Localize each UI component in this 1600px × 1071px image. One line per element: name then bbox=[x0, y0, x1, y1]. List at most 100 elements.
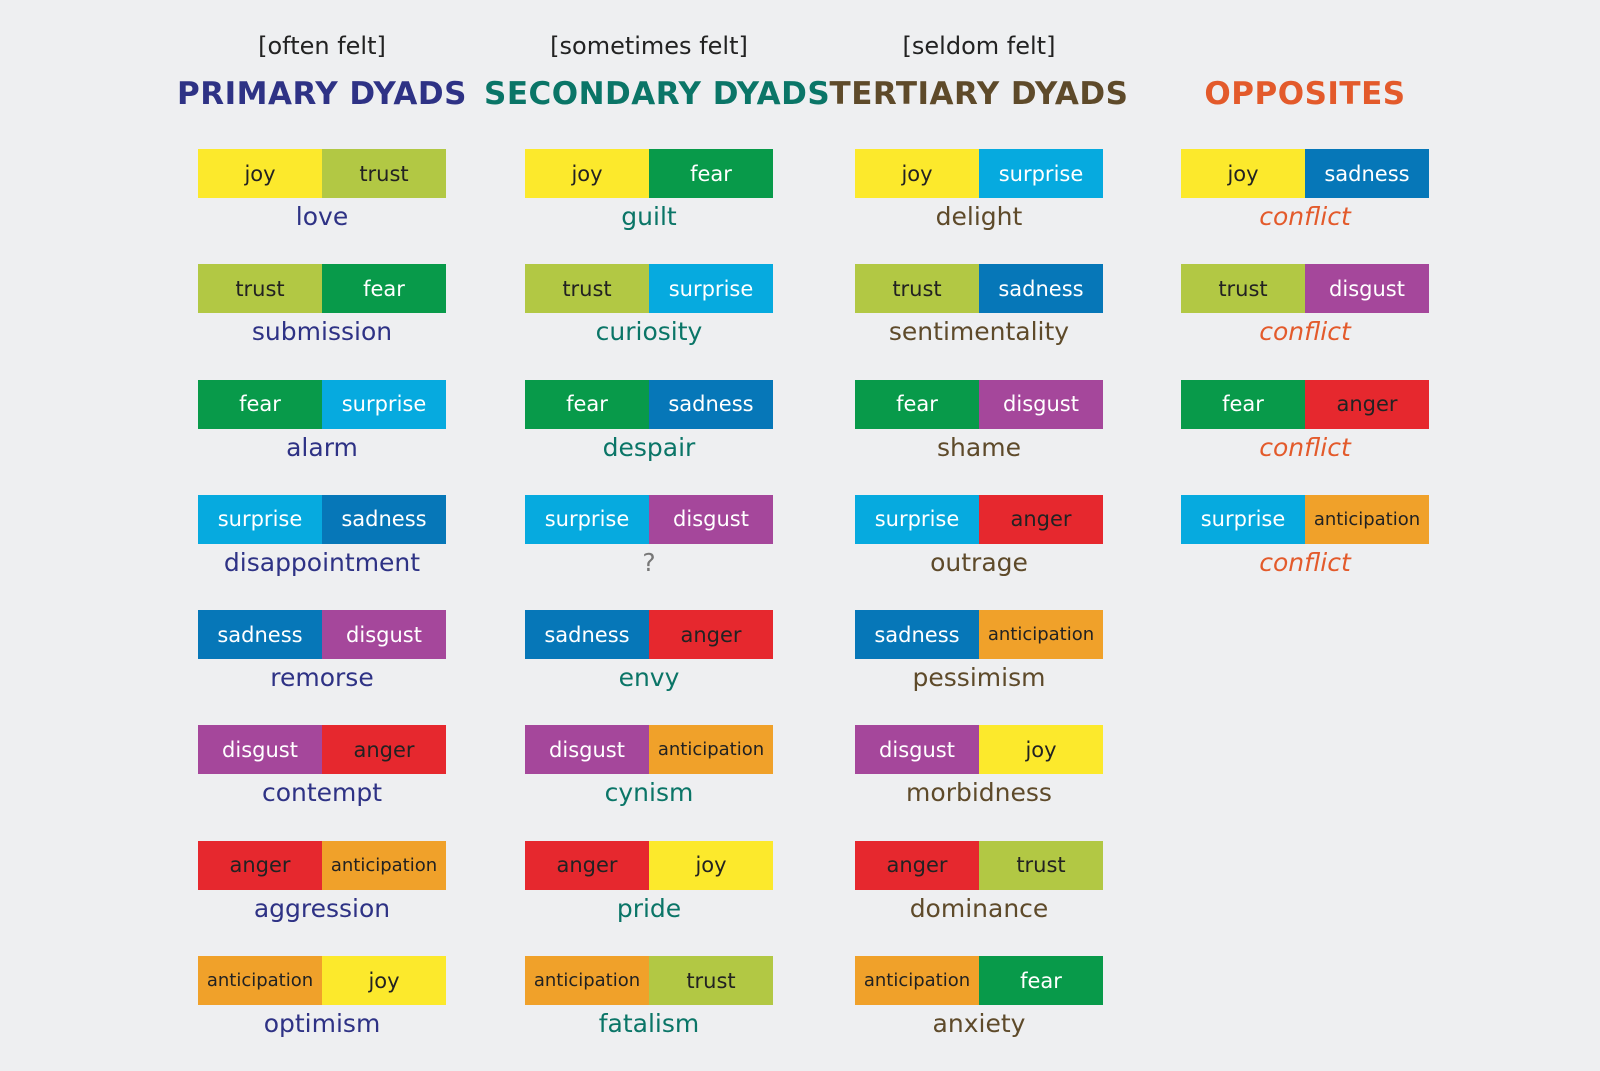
dyad-list: joy fear guilt trust surprise curiosity fear sa… bbox=[484, 149, 814, 1071]
column-title: SECONDARY DYADS bbox=[484, 76, 831, 112]
emotion-joy: joy bbox=[198, 149, 322, 198]
emotion-surprise: surprise bbox=[322, 379, 446, 429]
emotion-joy: joy bbox=[649, 840, 773, 890]
dyad-result: envy bbox=[618, 663, 680, 693]
emotion-surprise: surprise bbox=[855, 494, 979, 544]
frequency-label: [often felt] bbox=[258, 32, 386, 60]
dyad-result: pessimism bbox=[912, 663, 1046, 693]
dyad-list: joy surprise delight trust sadness sentimenta… bbox=[814, 149, 1144, 1071]
emotion-surprise: surprise bbox=[525, 494, 649, 544]
emotion-anticipation: anticipation bbox=[855, 956, 979, 1006]
emotion-pair: disgust anticipation bbox=[525, 725, 773, 775]
emotion-surprise: surprise bbox=[198, 494, 322, 544]
emotion-trust: trust bbox=[322, 149, 446, 198]
dyad-result: conflict bbox=[1259, 317, 1351, 347]
emotion-joy: joy bbox=[855, 149, 979, 198]
emotion-pair: sadness disgust bbox=[198, 610, 446, 660]
emotion-pair: joy sadness bbox=[1181, 149, 1429, 198]
emotion-fear: fear bbox=[322, 264, 446, 314]
emotion-anger: anger bbox=[979, 494, 1103, 544]
emotion-pair: sadness anger bbox=[525, 610, 773, 660]
dyad-item: anticipation joy optimism bbox=[157, 956, 487, 1071]
emotion-disgust: disgust bbox=[322, 610, 446, 660]
emotion-pair: trust fear bbox=[198, 264, 446, 314]
dyad-result: submission bbox=[251, 317, 393, 347]
emotion-trust: trust bbox=[1181, 264, 1305, 314]
emotion-joy: joy bbox=[1181, 149, 1305, 198]
dyad-item: anticipation trust fatalism bbox=[484, 956, 814, 1071]
dyad-item: anger anticipation aggression bbox=[157, 840, 487, 956]
dyad-result: aggression bbox=[253, 893, 391, 923]
emotion-pair: fear anger bbox=[1181, 379, 1429, 429]
dyad-result: guilt bbox=[621, 202, 677, 231]
emotion-pair: trust sadness bbox=[855, 264, 1103, 314]
dyad-item: anger trust dominance bbox=[814, 840, 1144, 956]
emotion-pair: disgust anger bbox=[198, 725, 446, 775]
dyad-result: anxiety bbox=[932, 1009, 1026, 1039]
emotion-surprise: surprise bbox=[979, 149, 1103, 198]
emotion-pair: surprise sadness bbox=[198, 494, 446, 544]
emotion-surprise: surprise bbox=[1181, 494, 1305, 544]
dyad-item: surprise anger outrage bbox=[814, 494, 1144, 610]
emotion-fear: fear bbox=[649, 149, 773, 198]
emotion-anticipation: anticipation bbox=[525, 956, 649, 1006]
emotion-pair: anger anticipation bbox=[198, 840, 446, 890]
emotion-sadness: sadness bbox=[979, 264, 1103, 314]
dyad-result: conflict bbox=[1259, 432, 1351, 462]
emotion-anticipation: anticipation bbox=[1305, 494, 1429, 544]
emotion-pair: surprise anticipation bbox=[1181, 494, 1429, 544]
emotion-trust: trust bbox=[855, 264, 979, 314]
dyad-item: sadness anger envy bbox=[484, 610, 814, 725]
emotion-disgust: disgust bbox=[198, 725, 322, 775]
emotion-pair: anger trust bbox=[855, 840, 1103, 890]
emotion-sadness: sadness bbox=[322, 494, 446, 544]
emotion-anticipation: anticipation bbox=[322, 840, 446, 890]
emotion-pair: joy fear bbox=[525, 149, 773, 198]
dyad-item: trust fear submission bbox=[157, 264, 487, 379]
emotion-joy: joy bbox=[979, 725, 1103, 775]
dyad-item: joy fear guilt bbox=[484, 149, 814, 264]
dyad-result: outrage bbox=[930, 547, 1028, 577]
emotion-anger: anger bbox=[855, 840, 979, 890]
dyad-item: disgust anger contempt bbox=[157, 725, 487, 840]
dyad-item: sadness anticipation pessimism bbox=[814, 610, 1144, 725]
emotion-sadness: sadness bbox=[1305, 149, 1429, 198]
emotion-disgust: disgust bbox=[979, 379, 1103, 429]
emotion-pair: joy trust bbox=[198, 149, 446, 198]
emotion-fear: fear bbox=[979, 956, 1103, 1006]
dyad-result: despair bbox=[602, 432, 696, 462]
emotion-pair: anticipation fear bbox=[855, 956, 1103, 1006]
dyad-result: ? bbox=[642, 547, 656, 577]
emotion-anger: anger bbox=[322, 725, 446, 775]
dyad-item: surprise anticipation conflict bbox=[1140, 494, 1470, 610]
dyad-item: trust sadness sentimentality bbox=[814, 264, 1144, 379]
dyad-result: sentimentality bbox=[888, 317, 1070, 347]
emotion-pair: trust surprise bbox=[525, 264, 773, 314]
emotion-pair: fear sadness bbox=[525, 379, 773, 429]
emotion-fear: fear bbox=[855, 379, 979, 429]
dyad-item: surprise sadness disappointment bbox=[157, 494, 487, 610]
emotion-anger: anger bbox=[1305, 379, 1429, 429]
emotion-pair: anticipation joy bbox=[198, 956, 446, 1006]
dyad-item: disgust joy morbidness bbox=[814, 725, 1144, 840]
dyad-result: delight bbox=[935, 202, 1023, 231]
emotion-trust: trust bbox=[979, 840, 1103, 890]
emotion-pair: surprise disgust bbox=[525, 494, 773, 544]
emotion-anger: anger bbox=[649, 610, 773, 660]
dyad-result: conflict bbox=[1259, 547, 1351, 577]
emotion-anger: anger bbox=[198, 840, 322, 890]
frequency-label: [sometimes felt] bbox=[550, 32, 748, 60]
frequency-label: [seldom felt] bbox=[902, 32, 1056, 60]
dyad-item: fear anger conflict bbox=[1140, 379, 1470, 495]
emotion-trust: trust bbox=[525, 264, 649, 314]
emotion-disgust: disgust bbox=[1305, 264, 1429, 314]
emotion-surprise: surprise bbox=[649, 264, 773, 314]
dyad-item: anticipation fear anxiety bbox=[814, 956, 1144, 1071]
emotion-pair: sadness anticipation bbox=[855, 610, 1103, 660]
dyad-result: cynism bbox=[604, 778, 694, 808]
dyad-item: surprise disgust? bbox=[484, 494, 814, 610]
emotion-disgust: disgust bbox=[649, 494, 773, 544]
dyad-item: joy surprise delight bbox=[814, 149, 1144, 264]
dyad-list: joy sadness conflict trust disgust conflict fe… bbox=[1140, 149, 1470, 610]
emotion-pair: surprise anger bbox=[855, 494, 1103, 544]
